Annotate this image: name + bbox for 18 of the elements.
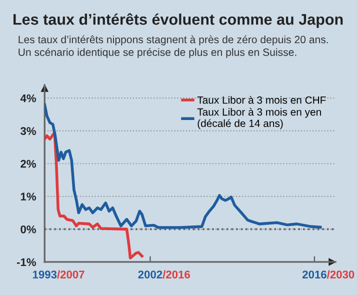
text: /2007 [57, 270, 84, 279]
y-tick-label: 4% [20, 94, 36, 102]
y-tick-label: 1% [20, 192, 36, 201]
line-series [44, 103, 322, 229]
y-tick-label: 0% [20, 225, 36, 234]
y-tick-label: 3% [20, 127, 36, 135]
text: /2016 [162, 270, 190, 279]
line-series [44, 131, 144, 260]
text: /2030 [326, 270, 354, 279]
x-tick-label: 2016 [302, 270, 326, 278]
legend-label: Taux Libor à 3 mois en yen (décalé de 14 ans) [197, 108, 321, 130]
x-tick-label: 1993 [32, 270, 57, 278]
y-tick-label: 2% [20, 160, 36, 168]
x-tick-label: 2002 [138, 270, 162, 278]
legend-label: Taux Libor à 3 mois en CHF [197, 96, 326, 104]
chart-title: Les taux d’intérêts évoluent comme au Japon [14, 13, 343, 28]
y-tick-label: -1% [16, 258, 36, 266]
chart-subtitle: Les taux d’intérêts nippons stagnent à près de zéro depuis 20 ans. Un scénario identique se précise de plus en plus en Suisse. [18, 35, 328, 58]
